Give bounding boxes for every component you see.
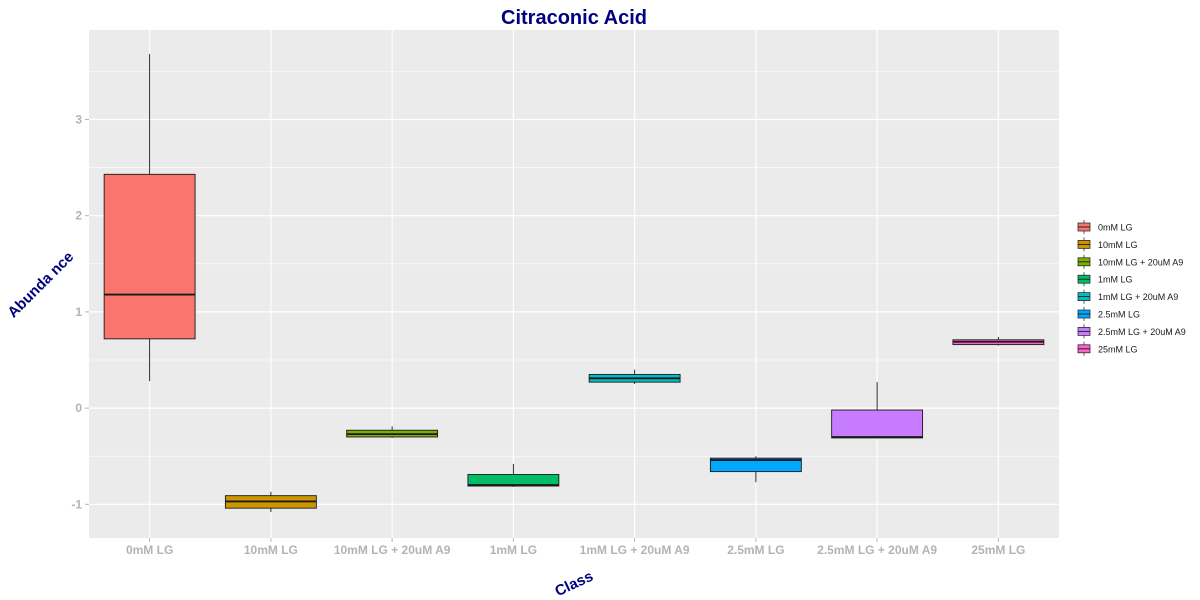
legend-item-3: 10mM LG + 20uM A9 [1077, 254, 1183, 269]
x-tick-label: 2.5mM LG + 20uM A9 [817, 543, 937, 557]
x-axis-ticks: 0mM LG 10mM LG 10mM LG + 20uM A9 1mM LG 1mM … [126, 538, 1025, 557]
x-tick-label: 25mM LG [971, 543, 1025, 557]
legend-label: 10mM LG [1098, 240, 1138, 250]
y-tick-label: 1 [75, 305, 82, 319]
box-8 [952, 336, 1045, 346]
x-tick-label: 0mM LG [126, 543, 173, 557]
legend-label: 1mM LG [1098, 275, 1133, 285]
x-tick-label: 2.5mM LG [727, 543, 784, 557]
chart-title: Citraconic Acid [501, 7, 647, 29]
x-tick-label: 10mM LG + 20uM A9 [334, 543, 451, 557]
legend-label: 10mM LG + 20uM A9 [1098, 257, 1183, 267]
legend-item-6: 2.5mM LG [1077, 307, 1140, 321]
x-tick-label: 1mM LG [490, 543, 537, 557]
legend-label: 0mM LG [1098, 223, 1133, 233]
y-tick-label: 3 [75, 112, 82, 126]
y-tick-label: -1 [71, 497, 82, 511]
legend-label: 1mM LG + 20uM A9 [1098, 292, 1178, 302]
y-axis-ticks: -1 0 1 2 3 [71, 112, 89, 511]
box-2 [224, 491, 317, 513]
x-tick-label: 1mM LG + 20uM A9 [580, 543, 690, 557]
legend-item-5: 1mM LG + 20uM A9 [1077, 289, 1178, 304]
y-axis-title: Abunda nce [4, 248, 77, 321]
plot-panel [89, 30, 1059, 538]
legend-item-7: 2.5mM LG + 20uM A9 [1077, 324, 1186, 339]
box-4 [467, 463, 560, 488]
legend: 0mM LG 10mM LG 10mM LG + 20uM A9 1mM LG 1mM … [1077, 220, 1186, 356]
box-1 [103, 54, 196, 382]
box-6 [709, 456, 802, 483]
legend-item-8: 25mM LG [1077, 341, 1138, 356]
box-5 [588, 369, 681, 385]
legend-label: 2.5mM LG [1098, 310, 1140, 320]
box-3 [346, 426, 439, 438]
box-body [467, 474, 560, 487]
legend-label: 25mM LG [1098, 344, 1138, 354]
y-tick-label: 0 [75, 401, 82, 415]
box-body [831, 409, 924, 439]
box-body [103, 173, 196, 340]
box-body [709, 457, 802, 473]
legend-item-1: 0mM LG [1077, 220, 1133, 234]
x-tick-label: 10mM LG [244, 543, 298, 557]
x-axis-title: Class [552, 568, 595, 600]
legend-item-4: 1mM LG [1077, 272, 1133, 287]
boxes [103, 54, 1045, 513]
legend-label: 2.5mM LG + 20uM A9 [1098, 327, 1186, 337]
y-tick-label: 2 [75, 209, 82, 223]
box-7 [831, 382, 924, 439]
grid-minor [89, 71, 1059, 457]
legend-item-2: 10mM LG [1077, 237, 1138, 252]
